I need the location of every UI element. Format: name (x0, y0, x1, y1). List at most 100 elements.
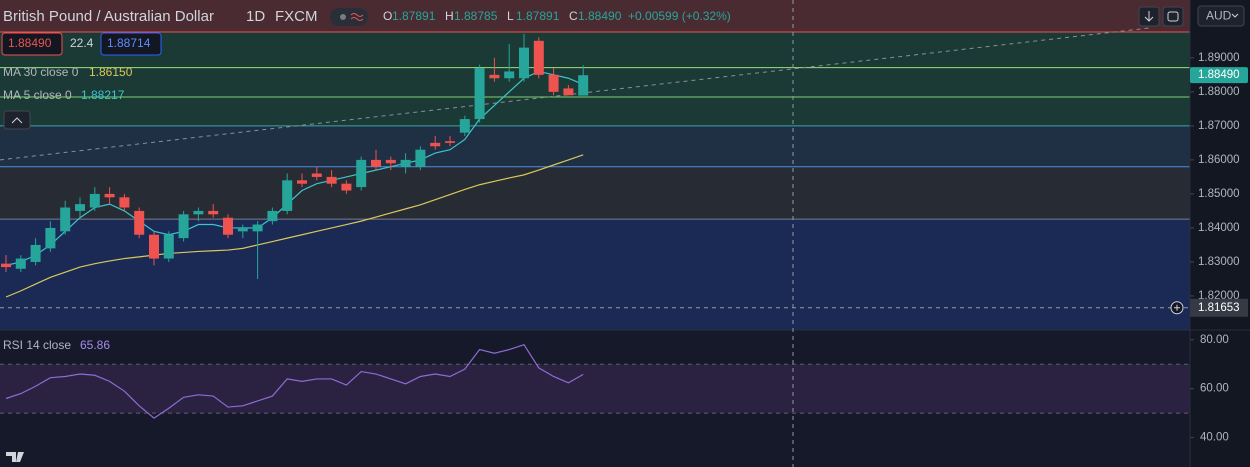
candle-body (519, 47, 529, 79)
buy-box[interactable] (100, 32, 162, 56)
candle-body (252, 224, 263, 232)
rsi-tick-label: 40.00 (1200, 432, 1229, 444)
candle-body (297, 180, 307, 184)
candle-body (178, 214, 189, 239)
candle-body (356, 159, 367, 188)
candle-body (430, 142, 441, 147)
candle-body (163, 234, 174, 259)
candle-body (193, 210, 204, 215)
zone (0, 219, 1190, 330)
y-tick-label: 1.89000 (1198, 52, 1240, 64)
candle-body (149, 234, 159, 259)
moving-average-line (5, 70, 584, 266)
ohlc-value: 1.88785 (454, 9, 498, 23)
sell-price: 1.88490 (8, 36, 52, 50)
last-price-tag (1190, 67, 1248, 84)
last-price-label: 1.88490 (1198, 69, 1240, 81)
status-wave (350, 13, 364, 21)
candle-body (400, 159, 411, 167)
ohlc-key: C (569, 9, 578, 23)
candle-body (385, 159, 396, 164)
ohlc-value: 1.87891 (392, 9, 436, 23)
collapse-button[interactable] (3, 110, 31, 130)
y-tick-label: 1.85000 (1198, 188, 1240, 200)
spread: 22.4 (70, 36, 94, 50)
candle-body (311, 173, 322, 177)
candle-body (237, 227, 248, 232)
rsi-tick-label: 60.00 (1200, 383, 1229, 395)
ma-name: MA 30 close 0 (3, 65, 79, 79)
rsi-value: 65.86 (80, 338, 110, 352)
ohlc-value: 1.88490 (578, 9, 622, 23)
candle-body (533, 40, 544, 75)
candle-body (341, 183, 352, 191)
rsi-line (5, 343, 584, 419)
ma-name: MA 5 close 0 (3, 88, 72, 102)
candle-body (1, 263, 11, 268)
candle-body (89, 193, 100, 208)
ohlc-key: O (383, 9, 392, 23)
moving-average-line (5, 154, 584, 298)
candle-body (30, 244, 41, 262)
logo (6, 452, 24, 462)
reset-button[interactable] (1162, 6, 1184, 27)
ohlc-key: L (507, 9, 514, 23)
status-dot (340, 14, 346, 20)
toolbar: AUD (1138, 5, 1245, 27)
collapse-icon (11, 117, 23, 124)
source: FXCM (275, 8, 318, 25)
interval: 1D (246, 8, 265, 25)
rsi-band (0, 364, 1190, 414)
candle-body (75, 204, 85, 211)
ma-value: 1.88217 (81, 88, 125, 102)
crosshair-price-tag (1190, 298, 1248, 317)
plus-icon (1174, 304, 1180, 311)
ma-value: 1.86150 (89, 65, 133, 79)
candle-body (208, 210, 219, 215)
y-tick-label: 1.83000 (1198, 256, 1240, 268)
candle-body (489, 74, 500, 79)
candle-body (326, 176, 337, 184)
caret (1231, 13, 1239, 18)
zone (0, 31, 1190, 126)
indicator-toggle[interactable] (330, 8, 368, 26)
ohlc-value: 1.87891 (516, 9, 560, 23)
candle-body (371, 159, 381, 167)
candle-body (548, 74, 559, 92)
sell-box[interactable] (1, 32, 63, 56)
currency-button[interactable] (1197, 5, 1245, 27)
candle-body (415, 149, 426, 167)
candle-body (445, 141, 455, 143)
candle-body (223, 217, 233, 235)
zone (0, 125, 1190, 167)
crosshair-price-label: 1.81653 (1198, 302, 1240, 314)
rsi-tick-label: 80.00 (1200, 334, 1229, 346)
y-tick-label: 1.84000 (1198, 222, 1240, 234)
candle-body (134, 210, 145, 235)
reset-icon (1167, 11, 1179, 22)
ohlc-change: +0.00599 (+0.32%) (628, 9, 731, 23)
trend-line (0, 27, 1151, 161)
candle-body (474, 68, 485, 120)
zone (0, 0, 1190, 32)
candle-body (282, 180, 293, 211)
candle-body (15, 258, 26, 269)
candle-body (459, 119, 470, 133)
candle-body (60, 207, 71, 232)
candle-body (119, 197, 130, 208)
ohlc-key: H (445, 9, 454, 23)
candle-body (45, 227, 56, 249)
currency: AUD (1206, 9, 1232, 23)
buy-price: 1.88714 (107, 36, 151, 50)
y-tick-label: 1.86000 (1198, 154, 1240, 166)
candle-body (504, 71, 515, 79)
y-tick-label: 1.87000 (1198, 120, 1240, 132)
candle-body (578, 75, 589, 96)
candle-body (104, 193, 115, 198)
zone (0, 166, 1190, 220)
symbol-title: British Pound / Australian Dollar (3, 8, 214, 25)
arrow-icon (1144, 11, 1154, 22)
rsi-name: RSI 14 close (3, 338, 71, 352)
y-tick-label: 1.88000 (1198, 86, 1240, 98)
candle-body (267, 210, 278, 222)
